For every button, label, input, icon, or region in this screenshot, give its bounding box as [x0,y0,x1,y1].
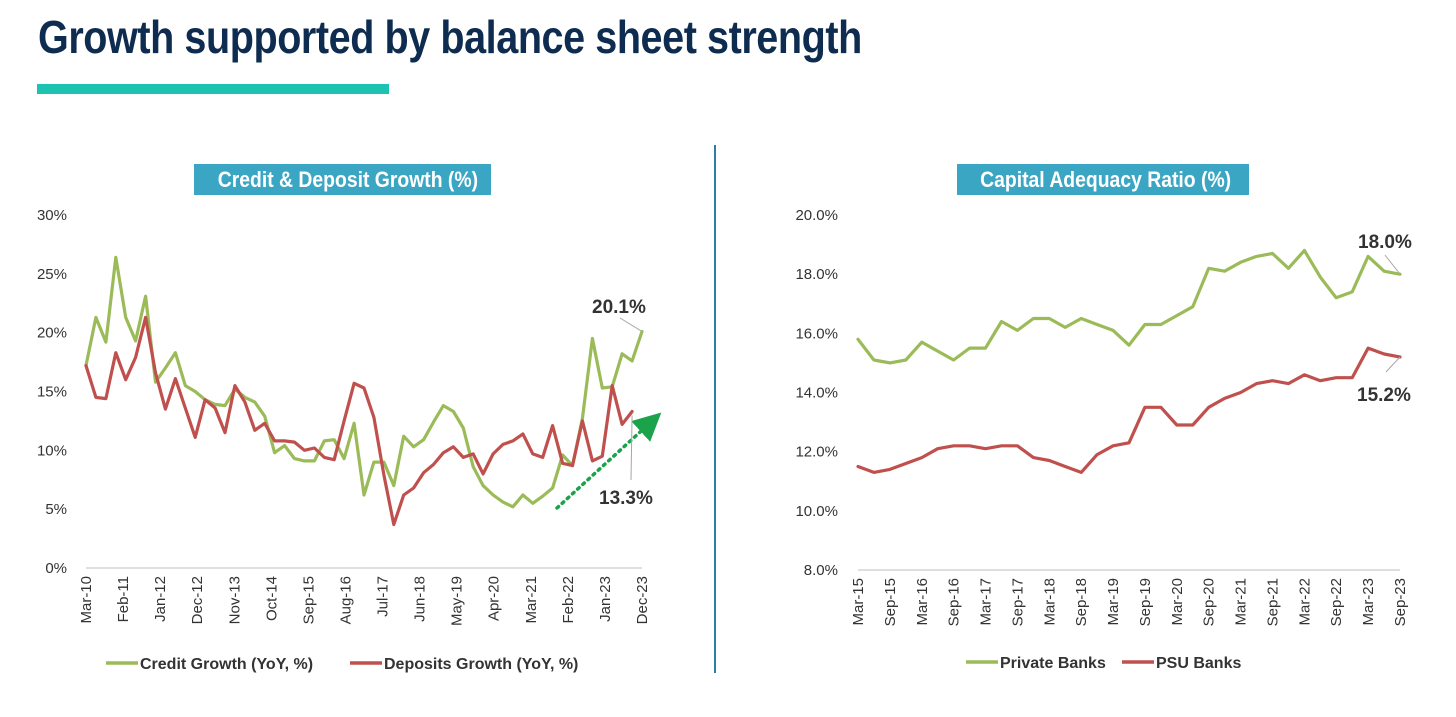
callout-leader [1385,356,1401,373]
car-chart-y-tick-label: 12.0% [795,444,838,461]
credit-chart-x-tick-label: Jan-23 [597,576,614,622]
car-chart-series-line-b [856,346,1402,474]
car-chart-x-tick-label: Mar-23 [1360,578,1377,626]
car-chart-legend-label: Private Banks [1000,655,1106,672]
car-chart-y-tick-label: 18.0% [795,266,838,283]
credit-chart-x-tick-label: Mar-21 [523,576,540,624]
psu-banks-callout: 15.2% [1357,385,1411,406]
car-chart-x-tick-label: Sep-19 [1137,578,1154,626]
deposit-growth-callout: 13.3% [599,488,653,509]
credit-chart-y-tick-label: 30% [37,207,67,224]
credit-chart-legend-label: Deposits Growth (YoY, %) [384,656,578,673]
credit-chart-x-tick-label: Jan-12 [152,576,169,622]
car-chart-x-tick-label: Sep-22 [1328,578,1345,626]
car-chart-series-line-a [856,248,1402,365]
car-chart-x-tick-label: Mar-15 [850,578,867,626]
car-chart-x-tick-label: Mar-16 [914,578,931,626]
car-chart-x-tick-label: Sep-20 [1201,578,1218,626]
car-chart-x-tick-label: Sep-21 [1264,578,1281,626]
credit-chart-x-tick-label: Feb-22 [560,576,577,624]
car-chart-x-tick-label: Sep-15 [882,578,899,626]
credit-chart-x-tick-label: Jun-18 [412,576,429,622]
credit-chart-x-tick-label: Oct-14 [263,576,280,621]
car-chart-y-tick-label: 10.0% [795,503,838,520]
title-underline [37,84,389,94]
car-chart-x-tick-label: Sep-17 [1009,578,1026,626]
car-chart-x-tick-label: Mar-17 [978,578,995,626]
credit-chart-x-tick-label: Jul-17 [375,576,392,617]
car-chart-y-tick-label: 8.0% [804,562,838,579]
car-chart-y-tick-label: 14.0% [795,385,838,402]
callout-leader [619,317,643,332]
credit-chart-series-line-b [84,315,634,527]
credit-chart-y-tick-label: 20% [37,325,67,342]
credit-chart-x-tick-label: Feb-11 [115,576,132,622]
credit-chart-y-tick-label: 10% [37,442,67,459]
page-title: Growth supported by balance sheet streng… [38,11,862,63]
trend-arrow [555,412,662,510]
credit-chart-x-tick-label: Mar-10 [78,576,95,624]
credit-chart-x-tick-label: Dec-23 [634,576,651,624]
car-chart-x-tick-label: Sep-16 [946,578,963,626]
credit-chart-x-tick-label: Aug-16 [337,576,354,624]
capital-adequacy-chart: 8.0% 10.0% 12.0% 14.0% 16.0% 18.0% 20.0% Mar-15… [795,207,1412,672]
credit-growth-callout: 20.1% [592,297,646,318]
capital-adequacy-chart-title: Capital Adequacy Ratio (%) [957,164,1249,195]
credit-deposit-chart-title: Credit & Deposit Growth (%) [194,164,491,195]
credit-chart-legend-label: Credit Growth (YoY, %) [140,656,313,673]
car-chart-x-tick-label: Mar-18 [1041,578,1058,626]
credit-chart-y-tick-label: 25% [37,266,67,283]
credit-chart-y-tick-label: 0% [45,560,67,577]
car-chart-x-tick-label: Mar-20 [1169,578,1186,626]
car-chart-x-tick-label: Mar-22 [1296,578,1313,626]
car-chart-y-tick-label: 16.0% [795,325,838,342]
car-chart-x-tick-label: Mar-21 [1233,578,1250,626]
car-chart-y-tick-label: 20.0% [795,207,838,224]
credit-chart-x-tick-label: Dec-12 [189,576,206,624]
credit-chart-x-tick-label: Nov-13 [226,576,243,624]
credit-chart-y-tick-label: 15% [37,384,67,401]
callout-leader [1384,254,1401,275]
chart-divider [714,145,716,673]
car-chart-x-tick-label: Sep-23 [1392,578,1409,626]
credit-chart-x-tick-label: Sep-15 [300,576,317,624]
credit-chart-series-line-a [84,255,644,509]
credit-chart-x-tick-label: Apr-20 [486,576,503,621]
car-chart-x-tick-label: Sep-18 [1073,578,1090,626]
credit-chart-x-tick-label: May-19 [449,576,466,626]
private-banks-callout: 18.0% [1358,232,1412,253]
car-chart-x-tick-label: Mar-19 [1105,578,1122,626]
car-chart-legend-label: PSU Banks [1156,655,1241,672]
credit-deposit-chart: 0% 5% 10% 15% 20% 25% 30% Mar-10 Feb-11 Jan-12 Dec… [37,207,662,673]
callout-leader [630,415,633,481]
credit-chart-y-tick-label: 5% [45,501,67,518]
